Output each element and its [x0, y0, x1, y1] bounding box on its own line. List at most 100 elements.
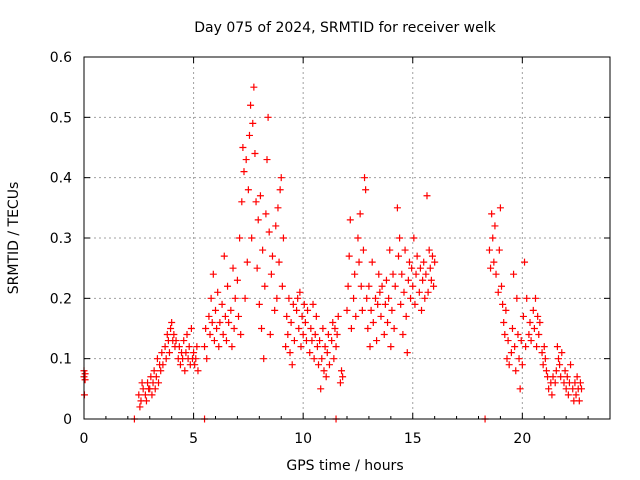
data-point — [316, 337, 324, 345]
data-point — [378, 282, 386, 290]
data-point — [306, 349, 314, 357]
data-point — [529, 306, 537, 314]
data-point — [576, 379, 584, 387]
data-point — [159, 361, 167, 369]
data-point — [376, 288, 384, 296]
data-point — [431, 258, 439, 266]
data-point — [273, 294, 281, 302]
data-point — [561, 367, 569, 375]
data-point — [212, 306, 219, 314]
axis-ticks: 0 0.1 0.2 0.3 0.4 0.5 0.6 0 5 10 15 20 — [50, 50, 611, 447]
data-point — [163, 331, 171, 339]
data-point — [351, 270, 359, 278]
data-point — [374, 300, 382, 308]
data-point — [502, 306, 510, 314]
data-point — [538, 349, 546, 357]
data-point — [355, 258, 363, 266]
data-point — [313, 343, 321, 351]
data-point — [158, 349, 166, 357]
data-point — [295, 325, 303, 332]
data-point — [190, 349, 198, 357]
data-point — [241, 294, 249, 302]
data-point — [331, 325, 339, 332]
data-point — [357, 282, 365, 290]
data-point — [361, 174, 369, 182]
data-point — [364, 325, 372, 332]
data-point — [347, 325, 355, 332]
data-point — [525, 331, 533, 339]
data-point — [487, 264, 495, 272]
data-point — [496, 204, 504, 212]
data-point — [263, 156, 271, 164]
data-point — [168, 318, 176, 326]
data-point — [320, 367, 328, 375]
data-point — [388, 306, 396, 314]
data-point — [514, 331, 522, 339]
data-point — [343, 306, 351, 314]
data-point — [516, 385, 524, 393]
y-tick-label: 0.1 — [50, 352, 72, 368]
data-point — [404, 276, 412, 284]
data-point — [259, 246, 267, 254]
data-point — [400, 288, 408, 296]
data-point — [409, 282, 417, 290]
data-point — [321, 343, 329, 351]
data-point — [541, 355, 549, 363]
data-point — [266, 331, 274, 339]
data-point — [485, 246, 493, 254]
data-point — [332, 343, 340, 351]
data-point — [235, 312, 243, 320]
data-point — [150, 367, 158, 375]
data-point — [425, 246, 433, 254]
data-point — [393, 204, 401, 212]
data-point — [282, 343, 290, 351]
data-point — [308, 337, 316, 345]
data-point — [289, 300, 297, 308]
data-point — [237, 331, 245, 339]
data-point — [415, 288, 423, 296]
data-point — [297, 343, 305, 351]
data-point — [563, 373, 571, 381]
y-tick-label: 0.4 — [50, 171, 72, 187]
data-point — [505, 361, 513, 369]
data-point — [193, 343, 201, 351]
data-point — [323, 349, 331, 357]
data-point — [242, 156, 250, 164]
data-point — [258, 325, 266, 332]
data-point — [556, 361, 564, 369]
data-point — [523, 294, 531, 302]
data-point — [274, 204, 282, 212]
data-point — [276, 186, 284, 194]
data-point — [530, 325, 538, 332]
data-point — [312, 312, 320, 320]
data-point — [252, 198, 260, 206]
data-point — [180, 337, 188, 345]
data-point — [218, 300, 226, 308]
data-point — [213, 325, 221, 332]
data-point — [238, 198, 246, 206]
data-point — [290, 337, 298, 345]
data-point — [390, 325, 398, 332]
data-point — [191, 361, 199, 369]
y-tick-label: 0 — [63, 412, 72, 428]
data-point — [240, 168, 248, 176]
data-point — [170, 331, 178, 339]
data-point — [228, 343, 236, 351]
data-point — [225, 318, 233, 326]
data-point — [418, 306, 426, 314]
data-point — [367, 306, 375, 314]
data-point — [382, 276, 390, 284]
data-point — [286, 349, 294, 357]
x-tick-label: 20 — [513, 431, 531, 447]
data-point — [307, 325, 315, 332]
data-point — [152, 373, 160, 381]
data-point — [288, 361, 296, 369]
data-point — [334, 312, 342, 320]
data-point — [578, 385, 586, 393]
data-point — [192, 355, 200, 363]
data-point — [401, 246, 409, 254]
data-point — [319, 325, 327, 332]
data-point — [151, 385, 159, 393]
data-point — [495, 246, 503, 254]
